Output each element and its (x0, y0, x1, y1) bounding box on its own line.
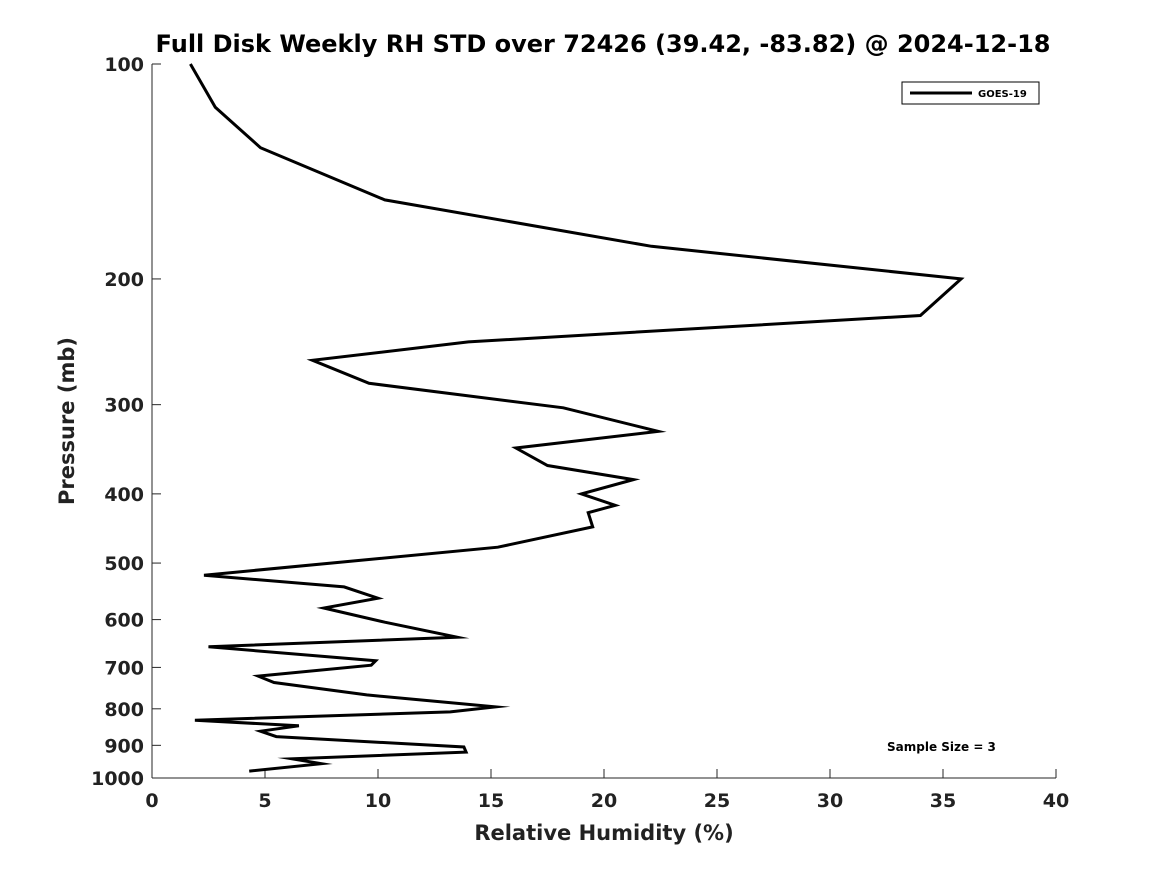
y-tick-label: 100 (104, 54, 144, 76)
x-tick-label: 15 (478, 790, 504, 812)
x-tick-label: 35 (930, 790, 956, 812)
x-tick-label: 20 (591, 790, 617, 812)
x-axis-label: Relative Humidity (%) (474, 821, 733, 845)
series-line-goes-19 (189, 63, 965, 773)
legend: GOES-19 (901, 81, 1040, 105)
plot-area (152, 64, 1056, 778)
y-tick-label: 700 (104, 657, 144, 679)
y-axis-label: Pressure (mb) (55, 337, 79, 505)
x-tick-label: 5 (258, 790, 271, 812)
y-tick-label: 900 (104, 735, 144, 757)
legend-label-goes-19: GOES-19 (978, 89, 1027, 100)
y-tick-label: 1000 (91, 768, 144, 790)
y-tick-label: 800 (104, 699, 144, 721)
y-tick-label: 500 (104, 553, 144, 575)
x-tick-label: 10 (365, 790, 391, 812)
y-tick-label: 300 (104, 395, 144, 417)
y-tick-label: 200 (104, 269, 144, 291)
y-tick-label: 400 (104, 484, 144, 506)
y-tick-label: 600 (104, 610, 144, 632)
x-tick-label: 0 (145, 790, 158, 812)
series-layer (189, 63, 965, 773)
x-tick-label: 30 (817, 790, 843, 812)
x-tick-label: 40 (1043, 790, 1069, 812)
axes: 0 5 10 15 20 25 30 35 40 100 200 300 400 500 600 700 800… (91, 54, 1069, 812)
sample-size-annotation: Sample Size = 3 (887, 740, 996, 754)
x-tick-label: 25 (704, 790, 730, 812)
chart-title: Full Disk Weekly RH STD over 72426 (39.4… (156, 30, 1051, 58)
